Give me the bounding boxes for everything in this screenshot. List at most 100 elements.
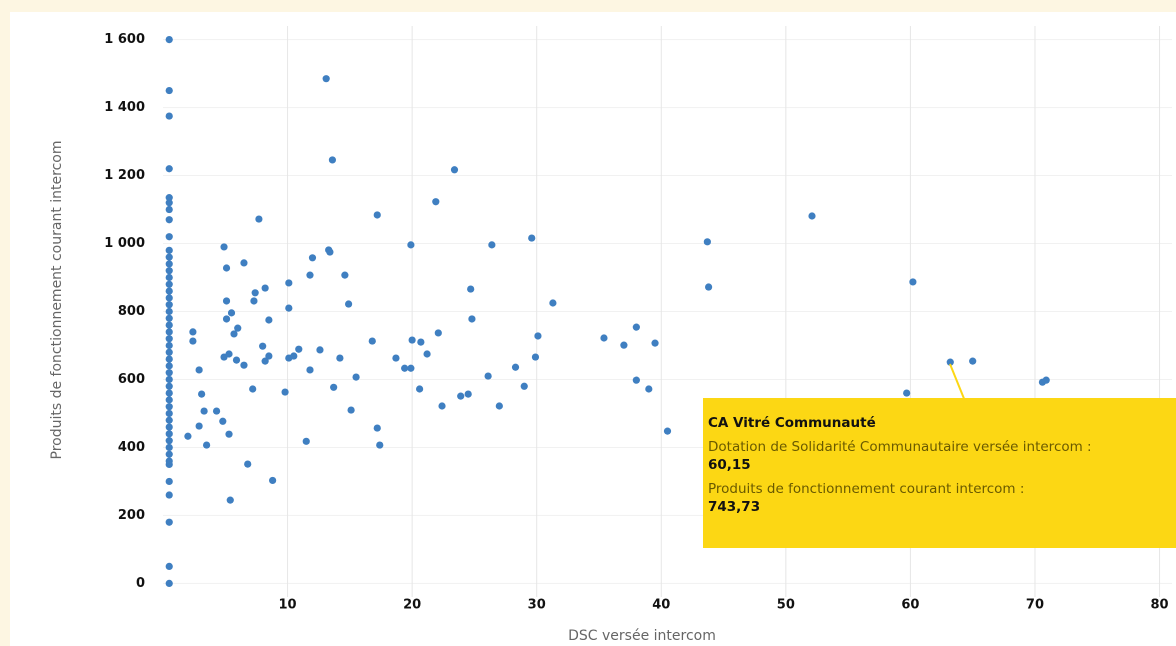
point xyxy=(165,86,173,95)
point xyxy=(373,424,381,432)
x-axis-title: DSC versée intercom xyxy=(568,628,716,644)
point xyxy=(165,491,173,499)
point xyxy=(165,382,173,390)
point xyxy=(165,375,173,384)
point xyxy=(457,392,465,400)
point xyxy=(198,390,206,398)
point xyxy=(534,332,542,340)
point xyxy=(165,460,173,469)
point xyxy=(195,422,203,430)
point xyxy=(417,338,425,346)
point xyxy=(703,238,711,246)
point xyxy=(220,243,228,251)
point xyxy=(165,355,173,363)
point xyxy=(336,354,344,362)
point xyxy=(165,518,173,526)
point xyxy=(226,496,234,504)
point xyxy=(520,382,528,390)
point xyxy=(326,248,334,256)
point xyxy=(222,264,231,272)
point xyxy=(165,273,173,282)
point xyxy=(165,477,173,486)
point xyxy=(316,346,324,354)
y-tick-label: 200 xyxy=(118,508,145,523)
point xyxy=(240,361,248,369)
point xyxy=(330,383,338,391)
point xyxy=(438,402,446,410)
point xyxy=(230,330,238,338)
point xyxy=(165,253,173,261)
point xyxy=(165,287,173,295)
point xyxy=(341,271,349,279)
point xyxy=(184,432,192,440)
point xyxy=(290,352,298,360)
point xyxy=(261,357,269,365)
point xyxy=(281,388,289,396)
point xyxy=(600,334,608,342)
y-tick-label: 600 xyxy=(118,372,145,387)
point xyxy=(808,212,816,220)
point xyxy=(373,211,381,219)
point xyxy=(165,328,173,336)
point xyxy=(255,215,263,223)
point xyxy=(165,335,173,343)
point xyxy=(352,373,360,381)
tooltip-value: 60,15 xyxy=(708,457,751,473)
y-tick-label: 800 xyxy=(118,304,145,319)
point xyxy=(165,443,173,452)
point xyxy=(165,321,173,329)
point xyxy=(165,362,173,370)
y-axis-title: Produits de fonctionnement courant inter… xyxy=(49,141,65,460)
point xyxy=(495,402,503,410)
point xyxy=(189,328,197,336)
point xyxy=(407,241,415,249)
point xyxy=(195,366,203,374)
point xyxy=(189,337,197,345)
x-tick-label: 40 xyxy=(652,598,670,613)
point xyxy=(165,216,173,224)
point xyxy=(308,254,317,262)
point xyxy=(165,199,173,207)
point xyxy=(250,297,258,305)
point xyxy=(651,339,659,347)
point xyxy=(434,329,442,337)
point xyxy=(705,283,713,291)
point xyxy=(165,307,173,316)
point xyxy=(407,364,415,372)
x-tick-label: 20 xyxy=(403,598,421,613)
point xyxy=(345,300,353,308)
point xyxy=(1042,376,1050,384)
point xyxy=(408,336,416,344)
point xyxy=(401,364,409,372)
point xyxy=(306,271,314,279)
point xyxy=(488,241,496,249)
point xyxy=(549,299,557,307)
point xyxy=(376,441,384,449)
point xyxy=(909,278,917,286)
tooltip-line: Produits de fonctionnement courant inter… xyxy=(708,481,1025,497)
point xyxy=(165,301,173,309)
point xyxy=(244,460,252,468)
point xyxy=(165,423,173,431)
point xyxy=(285,279,293,287)
point xyxy=(285,304,293,312)
point xyxy=(261,284,269,292)
point xyxy=(165,112,173,120)
point xyxy=(946,358,954,366)
y-tick-label: 0 xyxy=(136,576,145,591)
point xyxy=(165,233,173,241)
point xyxy=(295,345,303,353)
x-tick-label: 60 xyxy=(901,598,919,613)
point xyxy=(165,450,173,458)
point xyxy=(234,324,242,332)
point xyxy=(468,315,476,323)
point xyxy=(165,369,173,377)
point xyxy=(165,314,173,322)
x-tick-label: 80 xyxy=(1150,598,1168,613)
point xyxy=(903,389,911,397)
point xyxy=(165,205,173,214)
point xyxy=(306,366,314,374)
point xyxy=(165,416,173,424)
point xyxy=(165,280,173,288)
